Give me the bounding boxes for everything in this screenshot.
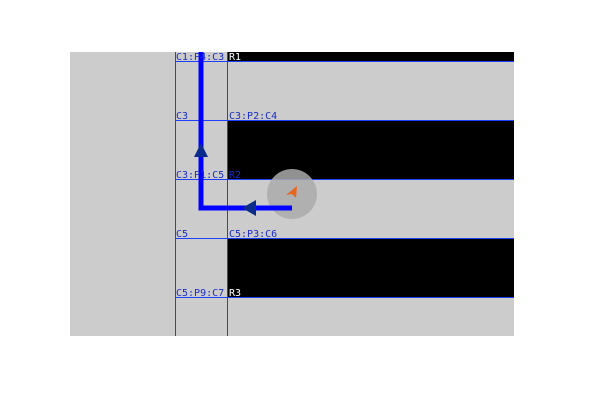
obstacle-row-r3 xyxy=(228,238,514,297)
label-r2: R2 xyxy=(229,170,242,181)
label-r3: R3 xyxy=(229,288,242,299)
grid-line-horizontal-1 xyxy=(175,61,514,62)
obstacle-row-r2 xyxy=(228,121,514,179)
label-c3: C3 xyxy=(176,111,189,122)
robot-agent-icon xyxy=(286,186,297,198)
grid-line-horizontal-5 xyxy=(175,297,514,298)
arrow-icon-up xyxy=(194,143,208,157)
grid-line-horizontal-3 xyxy=(175,179,514,180)
grid-line-horizontal-4 xyxy=(175,238,514,239)
grid-line-vertical-left xyxy=(175,52,176,336)
label-c5-p3-c6: C5:P3:C6 xyxy=(229,229,278,240)
grid-line-vertical-right xyxy=(227,52,228,336)
obstacle-row-r1 xyxy=(228,52,514,61)
label-c3-p2-c4: C3:P2:C4 xyxy=(229,111,278,122)
grid-line-horizontal-2 xyxy=(175,120,514,121)
label-c1-p4-c3: C1:P4:C3 xyxy=(176,52,225,63)
label-c5-p9-c7: C5:P9:C7 xyxy=(176,288,225,299)
label-c3-p1-c5: C3:P1:C5 xyxy=(176,170,225,181)
label-c5: C5 xyxy=(176,229,189,240)
label-r1: R1 xyxy=(229,52,242,63)
path-line xyxy=(198,52,292,211)
arrow-icon-left xyxy=(242,200,256,216)
